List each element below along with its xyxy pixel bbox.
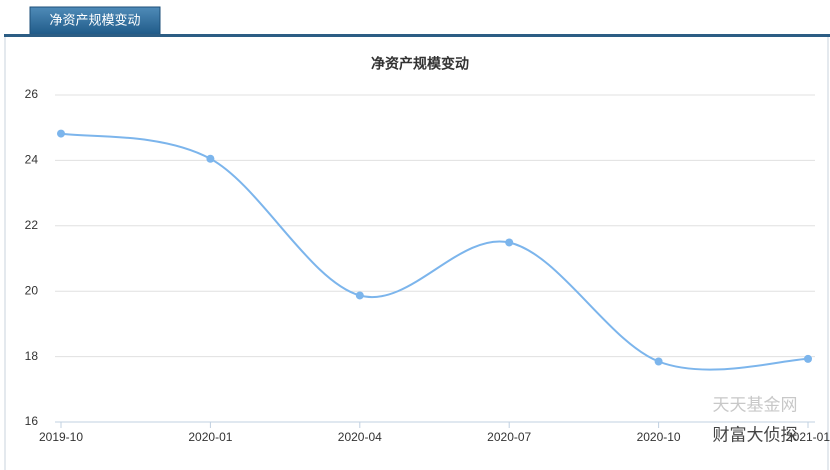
tab[interactable] [29, 6, 161, 36]
y-tick-label: 20 [25, 283, 39, 297]
tab-underline [4, 34, 830, 37]
y-tick-label: 16 [25, 414, 39, 428]
y-tick-label: 26 [25, 87, 39, 101]
point [804, 354, 812, 363]
point [654, 357, 663, 366]
y-tick-label: 18 [25, 349, 39, 363]
chart-title: 净资产规模变动 [371, 56, 469, 72]
x-tick-label: 2020-07 [487, 430, 531, 444]
tab-label[interactable]: 净资产规模变动 [49, 12, 140, 27]
point [355, 291, 364, 300]
plot: 16 18 20 22 24 26 2019-10 2020-01 2020-04 2020-07… [25, 87, 830, 444]
point [206, 154, 215, 163]
y-tick-label: 22 [25, 218, 39, 232]
x-tick-label: 2021-01 [786, 430, 830, 444]
line [60, 132, 809, 371]
x-tick-label: 2020-10 [637, 430, 681, 444]
point [505, 238, 514, 247]
watermark: 财富大侦探 [713, 425, 798, 444]
x-tick-label: 2019-10 [39, 430, 83, 444]
point [57, 129, 65, 138]
x-tick-label: 2020-04 [338, 430, 382, 444]
watermark: 天天基金网 [713, 396, 798, 416]
y-tick-label: 24 [25, 153, 39, 167]
x-tick-label: 2020-01 [188, 430, 232, 444]
